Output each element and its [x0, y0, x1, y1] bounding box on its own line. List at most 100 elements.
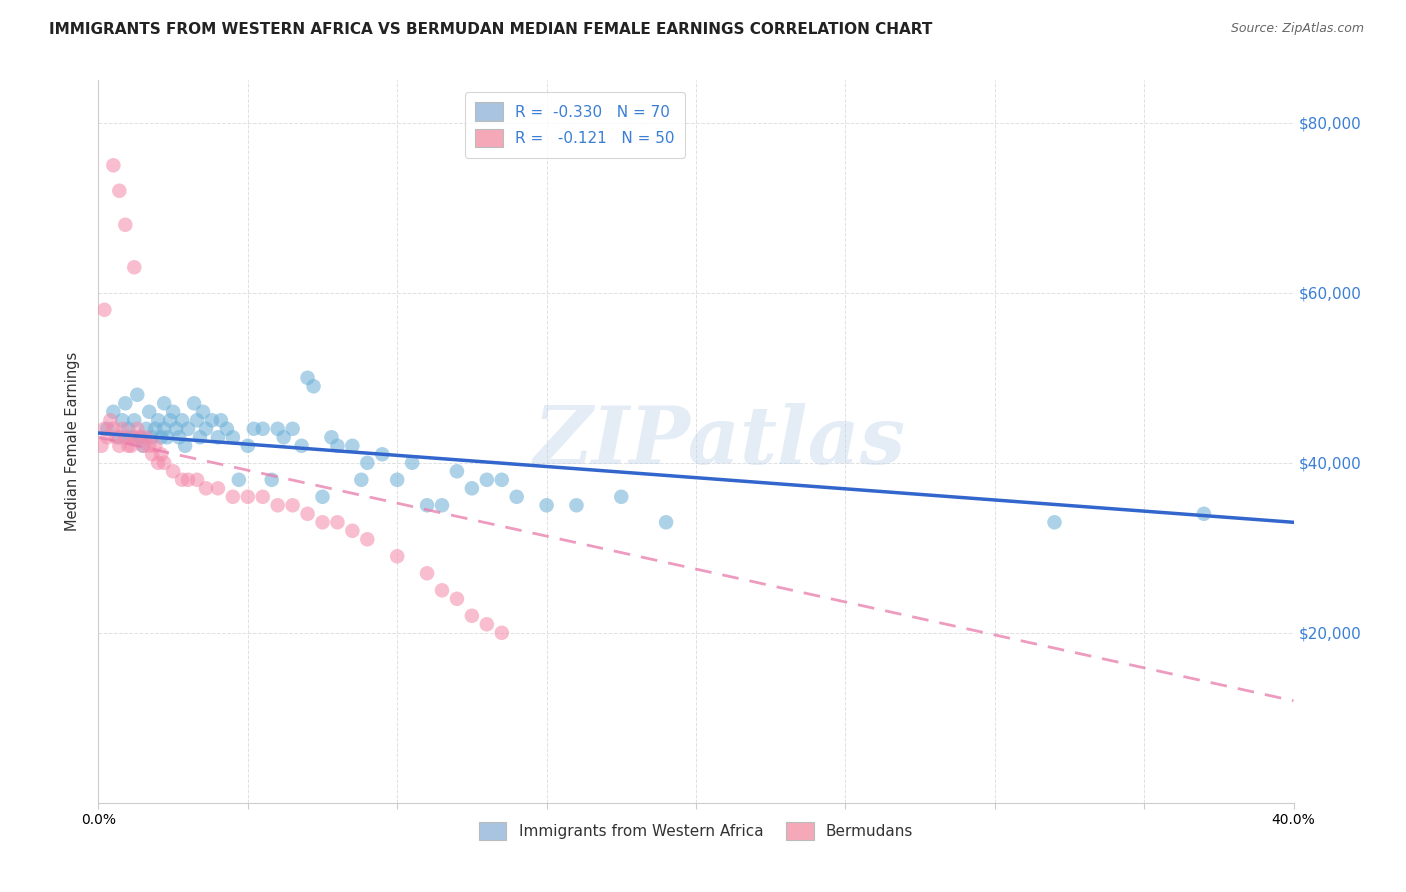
Point [156, 430, 179, 444]
Point [127, 422, 149, 436]
Point [475, 617, 498, 632]
Point [311, 516, 333, 530]
Point [143, 422, 166, 436]
Point [1192, 507, 1215, 521]
Point [311, 490, 333, 504]
Point [135, 430, 157, 444]
Point [127, 388, 149, 402]
Point [243, 422, 266, 436]
Point [103, 405, 125, 419]
Point [135, 422, 157, 436]
Point [273, 430, 295, 444]
Point [401, 456, 423, 470]
Point [103, 422, 125, 436]
Point [326, 439, 349, 453]
Point [177, 422, 200, 436]
Point [183, 396, 205, 410]
Point [108, 439, 131, 453]
Point [129, 430, 152, 444]
Point [267, 498, 290, 512]
Point [93, 422, 115, 436]
Point [565, 498, 588, 512]
Point [172, 473, 194, 487]
Point [385, 549, 409, 564]
Point [111, 422, 134, 436]
Point [162, 405, 184, 419]
Point [207, 430, 229, 444]
Point [129, 430, 152, 444]
Point [228, 473, 250, 487]
Point [124, 413, 146, 427]
Point [297, 371, 319, 385]
Point [96, 430, 118, 444]
Point [267, 422, 290, 436]
Point [302, 379, 325, 393]
Point [201, 413, 224, 427]
Point [141, 430, 163, 444]
Point [138, 439, 160, 453]
Point [195, 422, 218, 436]
Point [108, 430, 131, 444]
Point [430, 498, 453, 512]
Legend: Immigrants from Western Africa, Bermudans: Immigrants from Western Africa, Bermudan… [470, 813, 922, 849]
Point [117, 439, 139, 453]
Point [1043, 516, 1066, 530]
Point [222, 430, 245, 444]
Point [114, 218, 136, 232]
Point [153, 422, 176, 436]
Point [141, 447, 163, 461]
Point [120, 430, 142, 444]
Point [207, 481, 229, 495]
Point [236, 439, 259, 453]
Point [297, 507, 319, 521]
Point [291, 439, 314, 453]
Point [209, 413, 232, 427]
Point [252, 422, 274, 436]
Point [148, 456, 170, 470]
Point [153, 456, 176, 470]
Point [159, 413, 181, 427]
Point [446, 464, 468, 478]
Point [165, 422, 187, 436]
Point [461, 481, 484, 495]
Point [195, 481, 218, 495]
Point [188, 430, 211, 444]
Point [93, 302, 115, 317]
Point [491, 473, 513, 487]
Point [103, 158, 125, 172]
Point [172, 413, 194, 427]
Point [326, 516, 349, 530]
Point [148, 413, 170, 427]
Point [153, 396, 176, 410]
Point [143, 439, 166, 453]
Point [536, 498, 558, 512]
Point [124, 430, 146, 444]
Point [114, 430, 136, 444]
Point [186, 473, 208, 487]
Point [655, 516, 678, 530]
Point [108, 184, 131, 198]
Point [138, 405, 160, 419]
Point [132, 439, 155, 453]
Point [215, 422, 238, 436]
Point [491, 625, 513, 640]
Text: IMMIGRANTS FROM WESTERN AFRICA VS BERMUDAN MEDIAN FEMALE EARNINGS CORRELATION CH: IMMIGRANTS FROM WESTERN AFRICA VS BERMUD… [49, 22, 932, 37]
Point [475, 473, 498, 487]
Point [281, 498, 304, 512]
Point [371, 447, 394, 461]
Point [610, 490, 633, 504]
Point [446, 591, 468, 606]
Y-axis label: Median Female Earnings: Median Female Earnings [65, 352, 80, 531]
Point [162, 464, 184, 478]
Point [96, 422, 118, 436]
Point [132, 439, 155, 453]
Point [385, 473, 409, 487]
Point [120, 439, 142, 453]
Point [90, 439, 112, 453]
Point [117, 422, 139, 436]
Point [174, 439, 197, 453]
Point [150, 430, 173, 444]
Point [342, 524, 364, 538]
Point [461, 608, 484, 623]
Point [281, 422, 304, 436]
